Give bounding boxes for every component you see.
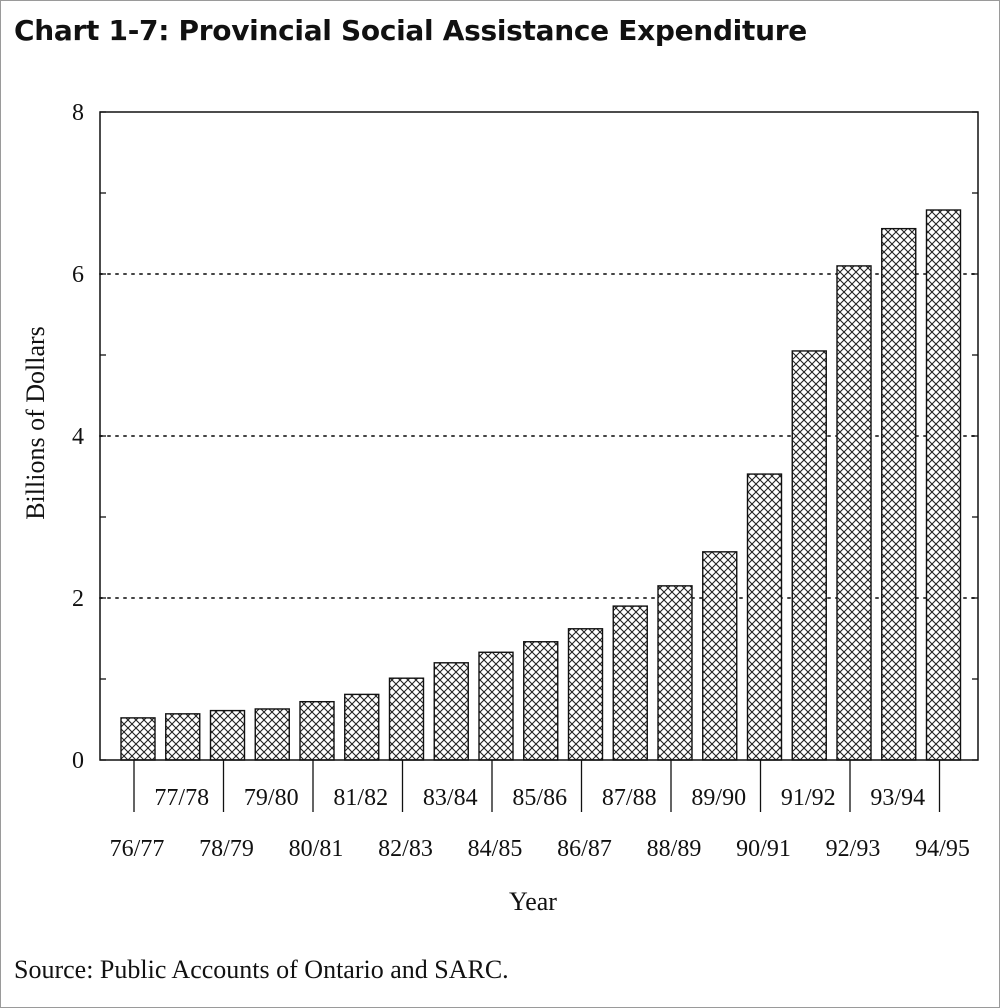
x-tick-label: 90/91 [736,836,791,862]
y-tick-label: 8 [72,100,84,126]
x-tick-label: 94/95 [915,836,970,862]
x-tick-label: 79/80 [244,785,299,811]
x-tick-label: 78/79 [199,836,254,862]
bar-78-79 [209,709,246,761]
source-note: Source: Public Accounts of Ontario and S… [14,955,509,984]
x-tick-label: 93/94 [870,785,925,811]
bar-89-90 [702,551,738,761]
bar-80-81 [299,700,335,761]
x-tick-label: 84/85 [468,836,523,862]
bar-81-82 [344,693,380,761]
bar-94-95 [925,209,962,761]
x-axis: 76/77 77/78 78/79 79/80 80/81 81/82 82/83 83/84… [110,760,970,862]
bar-91-92 [791,350,827,761]
bar-86-87 [567,628,604,761]
y-tick-label: 4 [72,424,84,450]
y-axis: 0 2 4 6 8 [72,100,978,774]
bar-88-89 [657,585,693,761]
bar-92-93 [836,265,872,761]
x-tick-label: 89/90 [691,785,746,811]
bar-76-77 [120,717,156,761]
bar-77-78 [165,713,201,761]
bar-93-94 [881,227,917,761]
bar-82-83 [388,677,425,761]
bar-84-85 [478,651,514,761]
y-axis-title: Billions of Dollars [21,326,50,520]
x-tick-label: 82/83 [378,836,433,862]
x-tick-label: 81/82 [333,785,388,811]
y-tick-label: 6 [72,262,84,288]
x-tick-label: 91/92 [781,785,836,811]
x-tick-label: 85/86 [512,785,567,811]
x-tick-label: 76/77 [110,836,165,862]
gridlines [99,273,979,599]
x-tick-label: 83/84 [423,785,478,811]
bar-79-80 [254,708,290,761]
x-tick-label: 87/88 [602,785,657,811]
x-tick-label: 92/93 [826,836,881,862]
x-tick-label: 86/87 [557,836,612,862]
bar-87-88 [612,605,648,761]
bar-90-91 [746,473,783,761]
x-tick-label: 77/78 [154,785,209,811]
x-tick-label: 88/89 [647,836,702,862]
bars [120,209,962,761]
y-tick-label: 0 [72,748,84,774]
x-axis-title: Year [509,887,557,916]
x-tick-label: 80/81 [289,836,344,862]
chart-title: Chart 1-7: Provincial Social Assistance … [14,14,807,47]
bar-83-84 [433,662,469,761]
y-tick-label: 2 [72,586,84,612]
bar-85-86 [523,641,559,761]
